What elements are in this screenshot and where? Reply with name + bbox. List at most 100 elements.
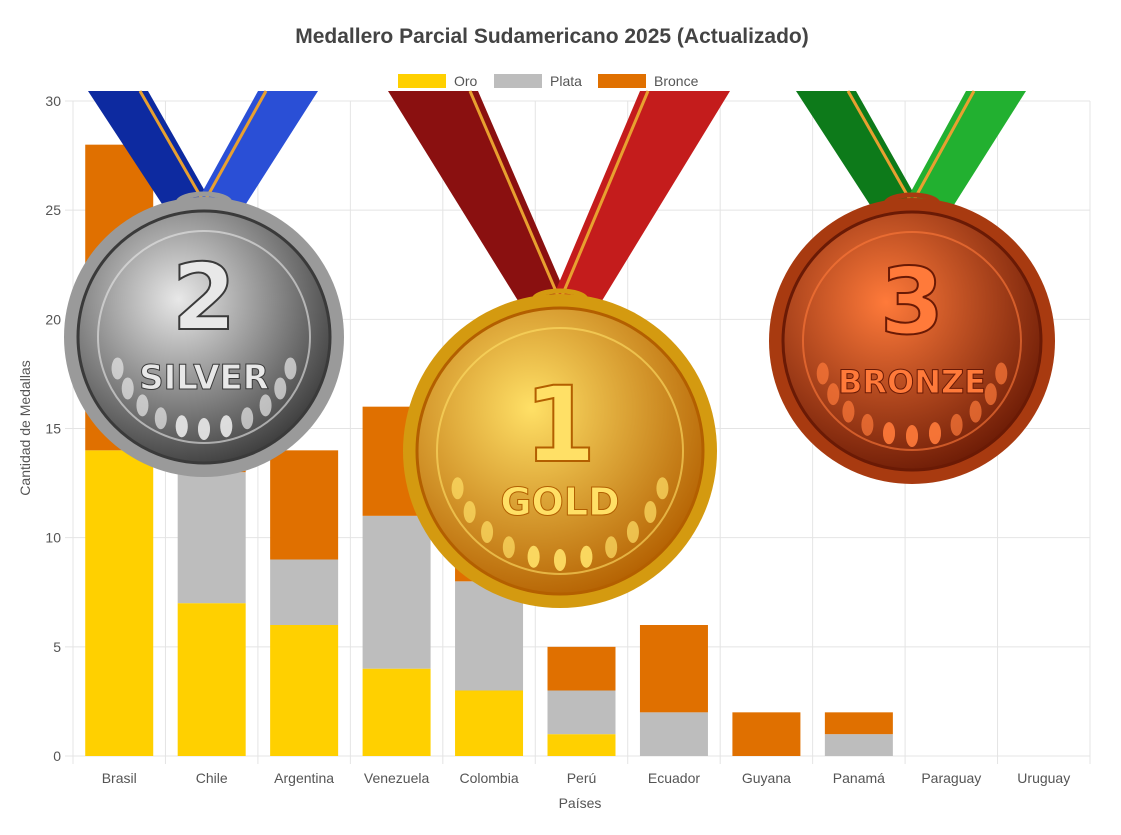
bronze-laurel-leaf xyxy=(827,383,840,406)
bar-plata-1 xyxy=(177,472,246,604)
bronze-laurel-leaf xyxy=(984,383,997,406)
gold-medal-label: GOLD xyxy=(500,480,619,524)
bronze-laurel-leaf xyxy=(906,425,918,447)
bronze-medal-label: BRONZE xyxy=(838,363,986,401)
gold-laurel-leaf xyxy=(656,477,669,500)
gold-ribbon-stripe xyxy=(560,90,650,297)
bar-oro-0 xyxy=(85,450,154,756)
silver-laurel-leaf xyxy=(274,377,287,400)
legend-swatch-bronce xyxy=(598,74,646,88)
x-tick-label: Colombia xyxy=(459,770,518,786)
silver-laurel-leaf xyxy=(198,418,210,440)
x-tick-label: Chile xyxy=(196,770,228,786)
x-axis-title: Países xyxy=(559,795,602,811)
gold-laurel-leaf xyxy=(527,545,540,568)
bronze-ribbon-stripe xyxy=(912,90,976,201)
bronze-laurel-leaf xyxy=(928,422,941,445)
x-tick-label: Venezuela xyxy=(364,770,430,786)
bar-oro-4 xyxy=(455,690,524,756)
legend-swatch-plata xyxy=(494,74,542,88)
y-tick-label: 30 xyxy=(45,93,61,109)
silver-laurel-leaf xyxy=(111,357,124,380)
x-axis-ticks: Brasil Chile Argentina Venezuela Colombia Per… xyxy=(102,770,1071,786)
silver-medal-label: SILVER xyxy=(139,358,269,398)
silver-laurel-leaf xyxy=(284,357,297,380)
silver-laurel-leaf xyxy=(241,407,254,430)
y-tick-label: 5 xyxy=(53,639,61,655)
y-tick-label: 20 xyxy=(45,311,61,327)
bar-bronce-8 xyxy=(824,712,893,735)
gold-ribbon-stripe xyxy=(468,90,560,297)
bar-oro-1 xyxy=(177,603,246,756)
gold-laurel-leaf xyxy=(502,536,515,559)
bar-plata-5 xyxy=(547,690,616,735)
gold-laurel-leaf xyxy=(580,545,593,568)
gold-medal-inner-ring xyxy=(436,327,684,575)
silver-ribbon-right xyxy=(194,91,318,207)
bronze-laurel-leaf xyxy=(842,400,855,423)
x-tick-label: Perú xyxy=(567,770,597,786)
silver-ribbon-left xyxy=(88,91,214,207)
silver-ribbon-stripe xyxy=(138,90,204,200)
bar-plata-6 xyxy=(639,712,708,756)
gold-ribbon-left xyxy=(388,91,570,304)
silver-medal-number: 2 xyxy=(172,244,236,351)
bar-oro-2 xyxy=(270,625,339,756)
bronze-laurel-leaf xyxy=(883,422,896,445)
x-tick-label: Brasil xyxy=(102,770,137,786)
y-tick-label: 0 xyxy=(53,748,61,764)
silver-laurel-leaf xyxy=(259,394,272,417)
gold-laurel-leaf xyxy=(644,500,657,523)
bronze-laurel-leaf xyxy=(816,362,829,385)
silver-ribbon-stripe xyxy=(204,90,268,200)
silver-laurel-leaf xyxy=(175,415,188,438)
bronze-medal-inner-ring xyxy=(802,231,1022,451)
x-tick-label: Ecuador xyxy=(648,770,700,786)
silver-medal-icon: 2 SILVER xyxy=(64,90,344,477)
silver-medal-inner-ring xyxy=(97,230,311,444)
gold-laurel-leaf xyxy=(605,536,618,559)
silver-laurel-leaf xyxy=(220,415,233,438)
bronze-laurel-leaf xyxy=(969,400,982,423)
y-axis-title: Cantidad de Medallas xyxy=(17,360,33,495)
bar-plata-8 xyxy=(824,734,893,756)
gold-laurel-leaf xyxy=(554,549,566,571)
silver-laurel-leaf xyxy=(136,394,149,417)
bar-oro-3 xyxy=(362,668,431,756)
gold-laurel-leaf xyxy=(481,521,494,544)
bronze-medal-number: 3 xyxy=(880,248,944,355)
x-tick-label: Paraguay xyxy=(921,770,981,786)
gold-laurel-leaf xyxy=(451,477,464,500)
bar-oro-5 xyxy=(547,734,616,756)
bronze-laurel-leaf xyxy=(995,362,1008,385)
bronze-laurel-leaf xyxy=(861,413,874,436)
x-tick-label: Uruguay xyxy=(1017,770,1070,786)
bronze-laurel-leaf xyxy=(950,413,963,436)
bar-plata-3 xyxy=(362,515,431,669)
bar-bronce-6 xyxy=(639,625,708,713)
bronze-ribbon-right xyxy=(902,91,1026,208)
gold-laurel-leaf xyxy=(626,521,639,544)
bronze-ribbon-left xyxy=(796,91,922,208)
legend-swatch-oro xyxy=(398,74,446,88)
legend-label-oro: Oro xyxy=(454,73,478,89)
bar-bronce-2 xyxy=(270,450,339,560)
gold-medal-number: 1 xyxy=(524,364,596,486)
y-tick-label: 10 xyxy=(45,530,61,546)
x-tick-label: Panamá xyxy=(833,770,885,786)
silver-laurel-leaf xyxy=(121,377,134,400)
legend-label-plata: Plata xyxy=(550,73,582,89)
bronze-ribbon-stripe xyxy=(846,90,912,201)
y-tick-label: 25 xyxy=(45,202,61,218)
bar-plata-2 xyxy=(270,559,339,625)
bronze-medal-icon: 3 BRONZE xyxy=(769,90,1055,484)
x-tick-label: Argentina xyxy=(274,770,334,786)
bar-bronce-7 xyxy=(732,712,801,756)
chart-title: Medallero Parcial Sudamericano 2025 (Act… xyxy=(295,25,809,48)
silver-laurel-leaf xyxy=(154,407,167,430)
bar-bronce-5 xyxy=(547,646,616,691)
